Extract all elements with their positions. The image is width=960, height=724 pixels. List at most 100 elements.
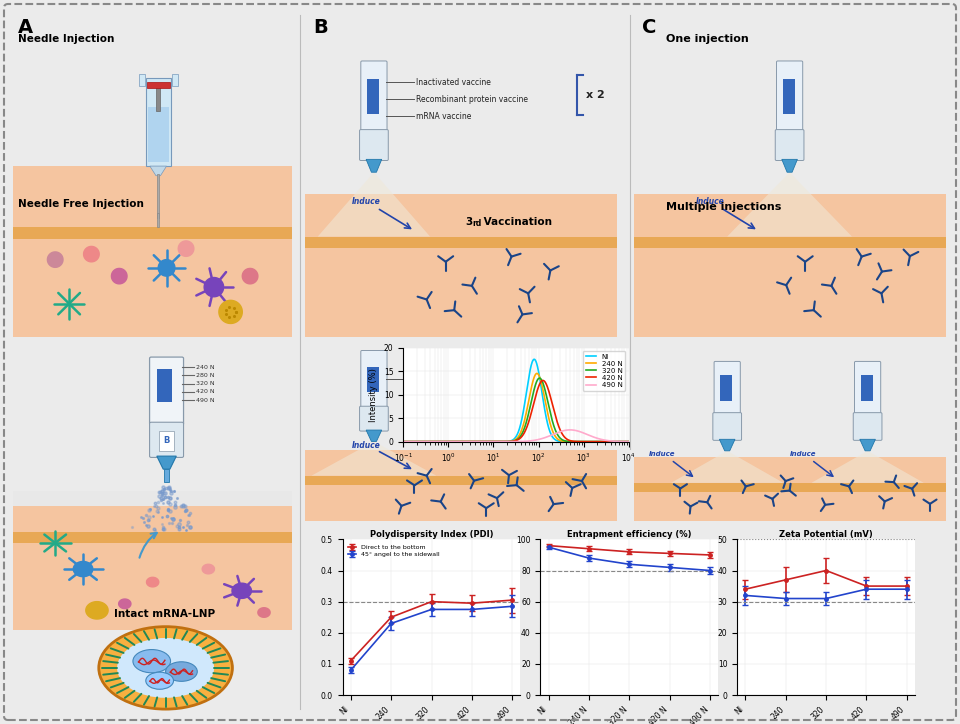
420 N — [497, 437, 509, 446]
420 N — [573, 437, 585, 446]
Legend: Direct to the bottom, 45° angel to the sidewall: Direct to the bottom, 45° angel to the s… — [346, 542, 442, 560]
FancyBboxPatch shape — [361, 61, 387, 132]
490 N — [397, 437, 409, 446]
490 N — [578, 429, 589, 437]
420 N — [538, 376, 549, 385]
Bar — [158, 431, 175, 450]
Bar — [720, 375, 732, 401]
240 N — [489, 437, 500, 446]
Polygon shape — [119, 599, 131, 609]
Text: BA.5-specific mRNA vaccine: BA.5-specific mRNA vaccine — [432, 375, 539, 384]
490 N — [420, 437, 432, 446]
Bar — [164, 468, 169, 482]
420 N — [397, 437, 409, 446]
420 N — [578, 437, 589, 446]
Bar — [634, 492, 946, 521]
Polygon shape — [84, 246, 99, 262]
FancyBboxPatch shape — [853, 413, 882, 440]
Text: 240 N: 240 N — [196, 365, 214, 369]
Line: 490 N: 490 N — [403, 430, 629, 442]
Polygon shape — [258, 607, 270, 618]
Line: 240 N: 240 N — [403, 374, 629, 442]
NI — [578, 437, 589, 446]
Y-axis label: Intensity (%): Intensity (%) — [370, 368, 378, 421]
Text: Needle Free Injection: Needle Free Injection — [18, 199, 144, 209]
Bar — [305, 237, 617, 248]
Bar — [13, 506, 292, 532]
Text: Induce: Induce — [696, 197, 725, 206]
Text: Needle Injection: Needle Injection — [18, 34, 114, 44]
Bar — [634, 458, 946, 483]
Polygon shape — [150, 166, 167, 176]
Legend: NI, 240 N, 320 N, 420 N, 490 N: NI, 240 N, 320 N, 420 N, 490 N — [583, 351, 625, 391]
Bar — [367, 367, 379, 392]
NI — [420, 437, 432, 446]
Bar — [146, 78, 171, 166]
Bar — [634, 483, 946, 492]
NI — [528, 355, 540, 363]
FancyBboxPatch shape — [776, 130, 804, 161]
Text: 320 N: 320 N — [196, 381, 214, 386]
Circle shape — [166, 662, 198, 681]
Bar — [861, 375, 873, 401]
Bar — [13, 227, 292, 239]
320 N — [573, 437, 585, 446]
Bar — [138, 74, 145, 86]
Text: Induce: Induce — [352, 197, 381, 206]
FancyBboxPatch shape — [150, 357, 183, 425]
Bar — [13, 166, 292, 227]
420 N — [623, 437, 635, 446]
NI — [397, 437, 409, 446]
FancyBboxPatch shape — [360, 130, 388, 161]
320 N — [489, 437, 500, 446]
Line: 420 N: 420 N — [403, 381, 629, 442]
NI — [553, 437, 564, 445]
FancyBboxPatch shape — [854, 361, 880, 415]
240 N — [531, 369, 542, 378]
Text: Multiple injections: Multiple injections — [666, 202, 781, 212]
Bar — [634, 248, 946, 337]
Bar — [156, 86, 160, 111]
Text: Recombinant protein vaccine: Recombinant protein vaccine — [416, 95, 528, 104]
Polygon shape — [203, 564, 214, 574]
Polygon shape — [781, 159, 798, 172]
Polygon shape — [158, 260, 175, 276]
Polygon shape — [73, 562, 93, 576]
Bar — [305, 193, 617, 237]
FancyBboxPatch shape — [361, 350, 387, 408]
Polygon shape — [156, 456, 177, 469]
Polygon shape — [147, 577, 158, 587]
Polygon shape — [204, 277, 224, 297]
Text: Induce: Induce — [352, 441, 381, 450]
320 N — [497, 437, 509, 446]
Bar — [13, 491, 292, 506]
FancyBboxPatch shape — [150, 422, 183, 458]
Bar — [305, 484, 617, 521]
240 N — [497, 437, 509, 446]
490 N — [573, 427, 585, 436]
Text: B: B — [163, 437, 170, 445]
NI — [497, 437, 509, 446]
Bar — [305, 476, 617, 484]
Text: A: A — [18, 18, 34, 37]
240 N — [397, 437, 409, 446]
Bar — [13, 532, 292, 543]
240 N — [420, 437, 432, 446]
Polygon shape — [219, 300, 242, 324]
NI — [623, 437, 635, 446]
240 N — [573, 437, 585, 446]
420 N — [489, 437, 500, 446]
320 N — [553, 432, 564, 440]
Bar — [634, 237, 946, 248]
Circle shape — [146, 672, 174, 689]
Polygon shape — [318, 172, 430, 237]
Bar — [782, 80, 795, 114]
Text: Intact mRNA-LNP: Intact mRNA-LNP — [114, 609, 216, 619]
Text: 490 N: 490 N — [196, 397, 214, 403]
Bar — [367, 80, 379, 114]
Polygon shape — [719, 439, 735, 451]
Polygon shape — [85, 602, 108, 619]
Polygon shape — [811, 451, 924, 483]
Bar — [305, 248, 617, 337]
Polygon shape — [47, 252, 63, 267]
